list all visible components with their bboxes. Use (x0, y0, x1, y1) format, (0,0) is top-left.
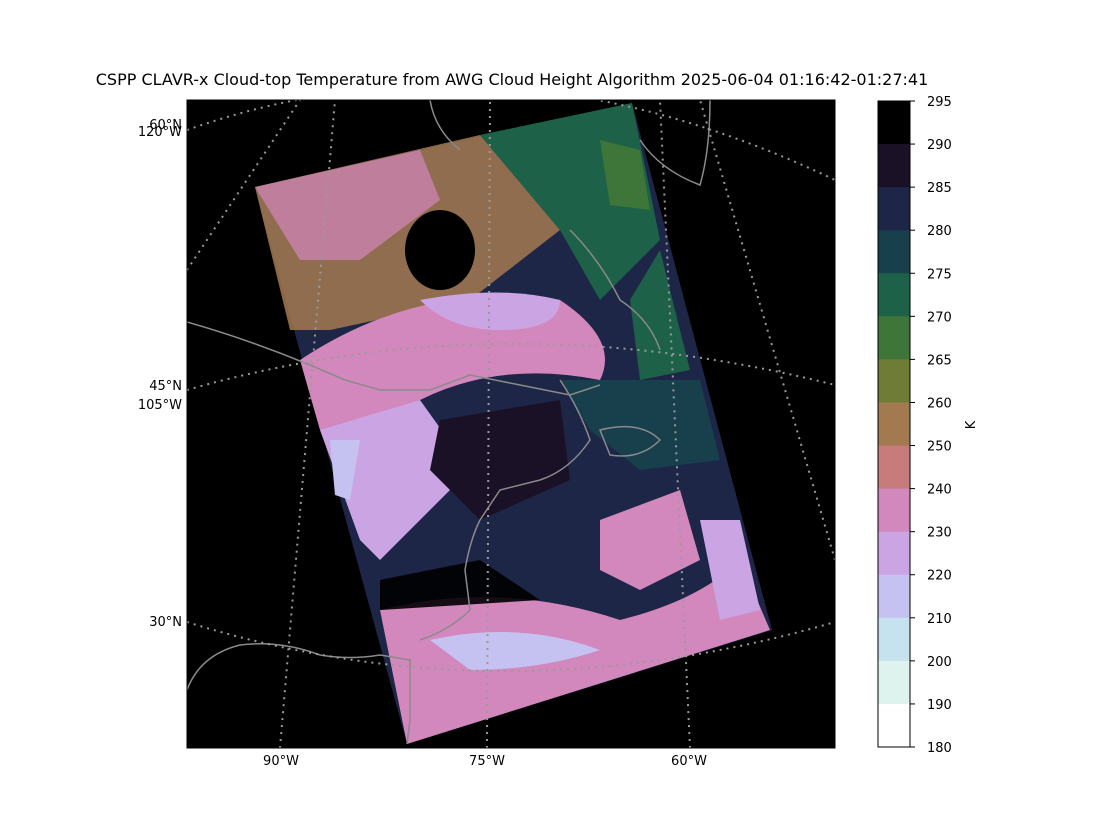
colorbar-tick-label: 265 (927, 353, 952, 368)
map-frame (186, 99, 836, 749)
colorbar-tick-label: 190 (927, 698, 952, 713)
colorbar-tick-label: 260 (927, 396, 952, 411)
lat-label-60n: 60°N (149, 118, 182, 133)
chart-title: CSPP CLAVR-x Cloud-top Temperature from … (95, 70, 929, 89)
colorbar-segment (878, 617, 910, 662)
colorbar-segment (878, 574, 910, 619)
colorbar-tick-label: 240 (927, 483, 952, 498)
colorbar-tick-label: 210 (927, 612, 952, 627)
colorbar-segment (878, 273, 910, 317)
lat-label-30n: 30°N (149, 615, 182, 630)
colorbar-tick-label: 285 (927, 181, 952, 196)
colorbar-segment (878, 445, 910, 490)
colorbar-tick-label: 250 (927, 440, 952, 455)
colorbar-segment (878, 316, 910, 360)
colorbar-tick-label: 290 (927, 138, 952, 153)
lat-label-45n: 45°N (149, 379, 182, 394)
colorbar-unit-label: K (964, 420, 979, 429)
graticule (187, 100, 835, 748)
colorbar-segment (878, 660, 910, 705)
colorbar-tick-label: 275 (927, 267, 952, 282)
colorbar-segment (878, 187, 910, 231)
colorbar-tick-label: 180 (927, 741, 952, 756)
colorbar-segment (878, 144, 910, 188)
colorbar-segment (878, 359, 910, 403)
colorbar-segment (878, 488, 910, 533)
cloud-regions (255, 103, 770, 744)
colorbar-tick-label: 220 (927, 569, 952, 584)
colorbar-segment (878, 101, 910, 145)
colorbar-tick-label: 200 (927, 655, 952, 670)
colorbar-segment (878, 703, 910, 748)
colorbar: 295 290 285 280 275 270 265 260 250 240 230 220 210 2… (877, 95, 952, 756)
lon-label-60w: 60°W (671, 754, 707, 769)
lon-label-120w: 120°W (138, 125, 182, 140)
lon-label-75w: 75°W (469, 754, 505, 769)
colorbar-segment (878, 402, 910, 447)
colorbar-frame (877, 100, 911, 748)
colorbar-segment (878, 230, 910, 274)
colorbar-tick-label: 295 (927, 95, 952, 110)
lon-label-105w: 105°W (138, 398, 182, 413)
colorbar-tick-label: 230 (927, 526, 952, 541)
map-content (187, 100, 835, 748)
colorbar-segment (878, 531, 910, 576)
colorbar-tick-label: 280 (927, 224, 952, 239)
coastlines (187, 100, 711, 745)
colorbar-tick-label: 270 (927, 310, 952, 325)
lon-label-90w: 90°W (263, 754, 299, 769)
